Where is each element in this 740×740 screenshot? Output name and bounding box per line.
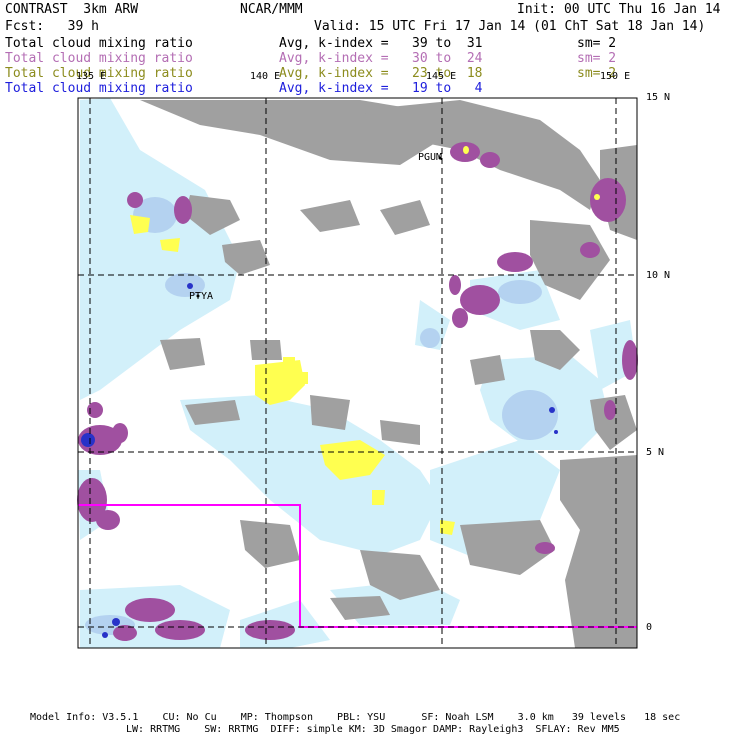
lat-label-15n: 15 N	[646, 92, 671, 103]
valid-time: Valid: 15 UTC Fri 17 Jan 14 (01 ChT Sat …	[314, 19, 706, 34]
legend-label-4: Total cloud mixing ratio	[5, 81, 193, 96]
lat-label-5n: 5 N	[646, 447, 665, 458]
legend-range-1: Avg, k-index = 39 to 31	[279, 36, 483, 51]
legend-range-2: Avg, k-index = 30 to 24	[279, 51, 483, 66]
legend-label-1: Total cloud mixing ratio	[5, 36, 193, 51]
legend-sm-2: sm= 2	[577, 51, 617, 66]
cloud-field-mid	[85, 197, 558, 635]
lon-label-150: 150 E	[600, 71, 631, 82]
model-info-line-2: LW: RRTMG SW: RRTMG DIFF: simple KM: 3D …	[126, 724, 620, 735]
lon-label-140: 140 E	[250, 71, 281, 82]
station-marker	[196, 294, 200, 298]
forecast-hour: Fcst: 39 h	[5, 19, 99, 34]
station-marker	[438, 156, 442, 160]
map-frame	[77, 97, 638, 649]
cloud-field-yellow	[130, 146, 600, 535]
legend-range-3: Avg, k-index = 23 to 18	[279, 66, 483, 81]
legend-label-2: Total cloud mixing ratio	[5, 51, 193, 66]
legend-sm-1: sm= 2	[577, 36, 617, 51]
lon-label-145: 145 E	[426, 71, 457, 82]
model-title: CONTRAST 3km ARW	[5, 2, 139, 17]
model-info-line-1: Model Info: V3.5.1 CU: No Cu MP: Thompso…	[30, 712, 681, 723]
legend-sm-3: sm= 2	[577, 66, 617, 81]
legend-range-4: Avg, k-index = 19 to 4	[279, 81, 483, 96]
place-label-ptya: PTYA	[189, 291, 214, 302]
place-label-pgum: PGUM	[418, 152, 443, 163]
cloud-field-gray	[140, 100, 637, 648]
cloud-field-dark	[81, 283, 558, 638]
lat-label-10n: 10 N	[646, 270, 671, 281]
lon-label-135: 135 E	[76, 71, 107, 82]
lat-label-0: 0	[646, 622, 653, 633]
legend-label-3: Total cloud mixing ratio	[5, 66, 193, 81]
center-name: NCAR/MMM	[240, 2, 303, 17]
init-time: Init: 00 UTC Thu 16 Jan 14	[517, 2, 721, 17]
cloud-field-purple	[77, 142, 638, 641]
